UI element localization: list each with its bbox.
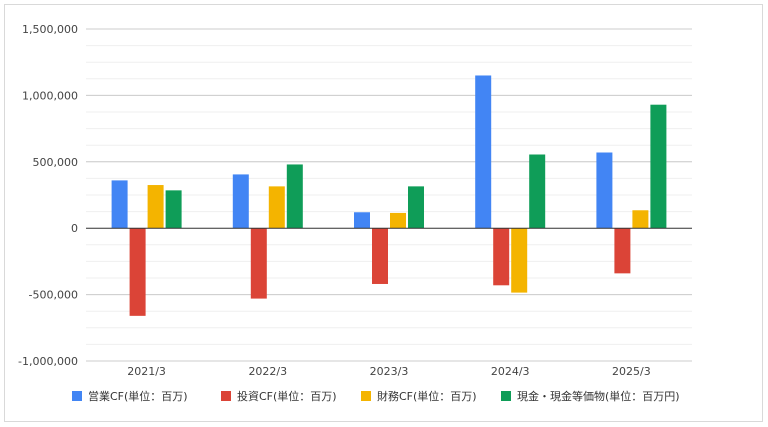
y-tick-label: -500,000	[29, 289, 78, 302]
bar	[268, 186, 285, 229]
x-tick-label: 2025/3	[612, 365, 651, 378]
x-axis-tick-labels: 2021/3 2022/3 2023/3 2024/3 2025/3	[127, 365, 651, 378]
x-tick-label: 2024/3	[491, 365, 530, 378]
bar	[111, 180, 128, 229]
legend-label: 投資CF(単位：百万)	[237, 389, 337, 403]
bars	[111, 75, 667, 316]
bar	[614, 228, 631, 274]
bar	[354, 212, 370, 229]
bar	[475, 75, 492, 229]
legend-label: 営業CF(単位：百万)	[88, 389, 188, 403]
bar	[493, 228, 510, 286]
y-tick-label: 500,000	[33, 156, 79, 169]
bar	[632, 210, 649, 229]
y-tick-label: 1,000,000	[22, 89, 78, 102]
legend-swatch	[72, 391, 82, 401]
x-tick-label: 2021/3	[127, 365, 166, 378]
legend-label: 現金・現金等価物(単位：百万円)	[517, 389, 680, 403]
x-tick-label: 2022/3	[248, 365, 287, 378]
bar	[147, 185, 164, 229]
y-tick-label: 0	[71, 222, 78, 235]
bar	[529, 154, 546, 229]
bar	[232, 174, 249, 229]
bar	[390, 212, 406, 229]
legend: 営業CF(単位：百万) 投資CF(単位：百万) 財務CF(単位：百万) 現金・現金等価…	[72, 389, 680, 403]
legend-swatch	[501, 391, 511, 401]
bar	[650, 104, 667, 229]
bar	[129, 228, 146, 316]
bar	[250, 228, 267, 299]
bar	[286, 164, 303, 229]
y-axis-tick-labels: 1,500,000 1,000,000 500,000 0 -500,000 -1,000…	[18, 23, 78, 368]
x-tick-label: 2023/3	[370, 365, 409, 378]
bar	[165, 190, 182, 229]
bar	[372, 228, 388, 284]
legend-label: 財務CF(単位：百万)	[377, 389, 477, 403]
y-tick-label: 1,500,000	[22, 23, 78, 36]
legend-swatch	[221, 391, 231, 401]
legend-swatch	[361, 391, 371, 401]
bar	[511, 228, 528, 293]
y-tick-label: -1,000,000	[18, 355, 78, 368]
bar	[408, 186, 424, 229]
bar	[596, 152, 613, 229]
major-gridlines	[86, 28, 692, 362]
